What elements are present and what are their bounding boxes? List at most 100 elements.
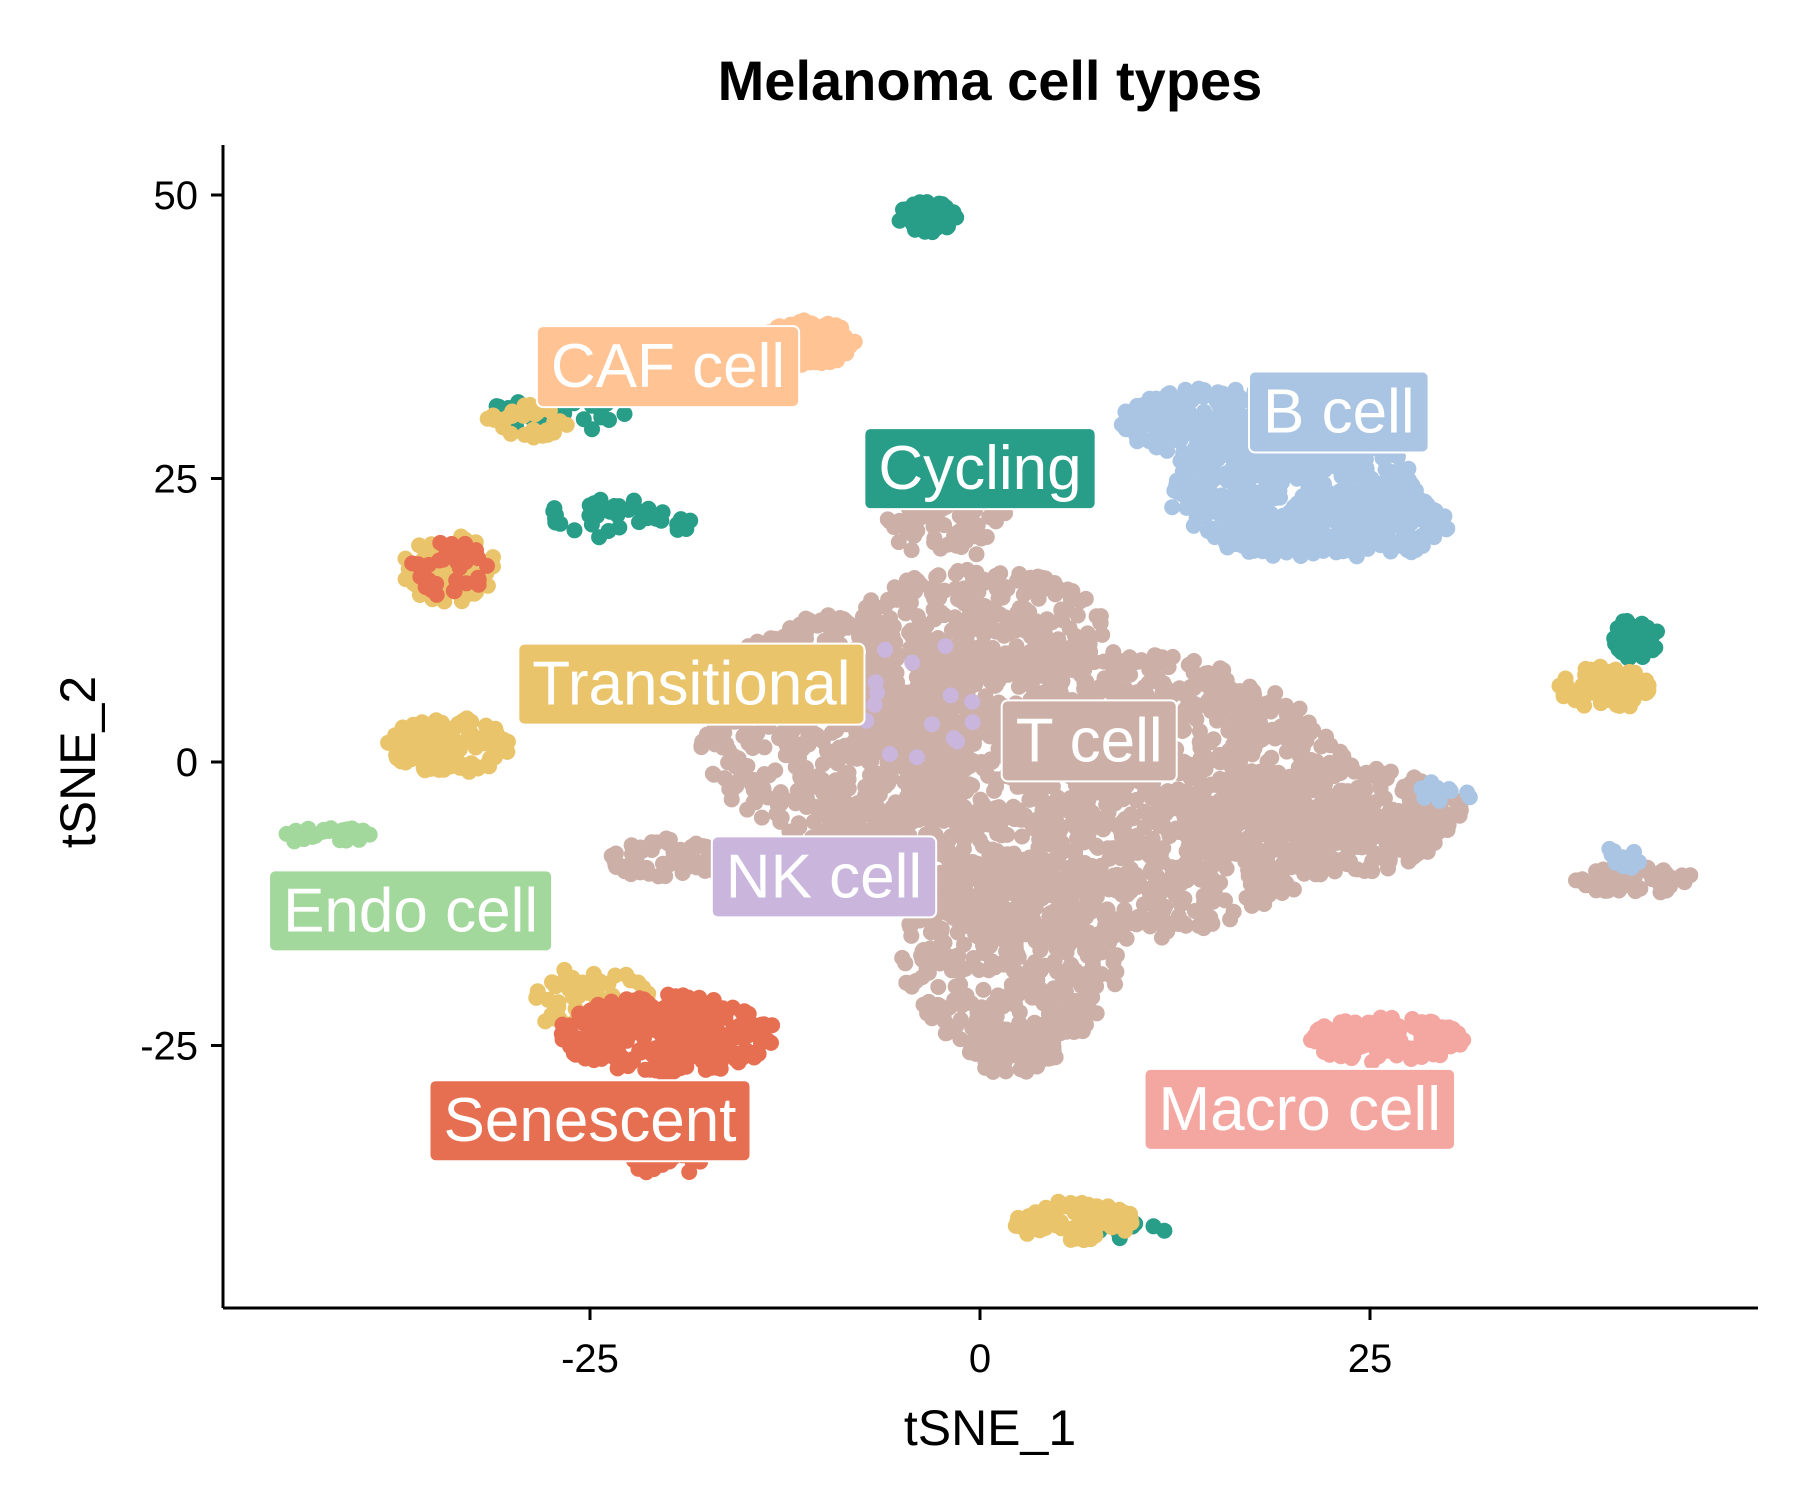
data-point — [1225, 903, 1242, 920]
cluster-transitional-25 — [479, 397, 575, 446]
data-point — [1159, 442, 1176, 459]
data-point — [975, 981, 992, 998]
data-point — [1150, 887, 1167, 904]
data-point — [1403, 823, 1419, 840]
data-point — [777, 627, 794, 644]
data-point — [826, 334, 843, 351]
data-point — [1568, 872, 1584, 889]
data-point — [776, 790, 792, 807]
data-point — [1238, 740, 1255, 757]
data-point — [990, 987, 1006, 1004]
data-point — [790, 815, 807, 832]
data-point — [1050, 631, 1067, 648]
data-point — [695, 838, 711, 855]
data-point — [974, 928, 991, 945]
data-point — [502, 425, 519, 442]
data-point — [1006, 882, 1023, 899]
data-point — [1063, 1230, 1080, 1247]
data-point — [1619, 628, 1636, 645]
data-point — [991, 606, 1008, 623]
data-point — [1168, 472, 1185, 489]
data-point — [797, 616, 814, 633]
data-point — [981, 848, 998, 865]
data-point — [1110, 868, 1127, 885]
data-point — [1003, 976, 1020, 993]
data-point — [949, 924, 966, 941]
data-point — [870, 766, 886, 783]
data-point — [1108, 963, 1125, 980]
data-point — [1251, 794, 1268, 811]
data-point — [1619, 649, 1636, 666]
data-point — [994, 888, 1011, 905]
data-point — [1072, 593, 1089, 610]
data-point — [1558, 677, 1575, 694]
data-point — [1260, 493, 1277, 510]
data-point — [1203, 523, 1220, 540]
data-point — [1266, 518, 1283, 535]
data-point — [820, 820, 837, 837]
data-point — [1030, 590, 1047, 607]
data-point — [1063, 876, 1080, 893]
cluster-senescent-28 — [553, 986, 781, 1082]
data-point — [920, 993, 937, 1010]
data-point — [1097, 917, 1114, 934]
data-point — [1644, 627, 1661, 644]
data-point — [908, 749, 925, 766]
data-point — [544, 974, 560, 991]
data-point — [1017, 807, 1033, 824]
data-point — [1274, 823, 1291, 840]
data-point — [1010, 866, 1027, 883]
data-point — [972, 791, 989, 808]
data-point — [1045, 1020, 1062, 1037]
data-point — [1056, 1198, 1073, 1215]
data-point — [1009, 605, 1026, 621]
data-point — [1022, 569, 1039, 586]
data-point — [661, 831, 678, 848]
data-point — [1176, 722, 1192, 738]
data-point — [1064, 662, 1081, 678]
data-point — [902, 640, 919, 657]
data-point — [1179, 698, 1196, 715]
data-point — [1092, 608, 1109, 625]
data-point — [1319, 531, 1336, 548]
data-point — [759, 789, 776, 806]
data-point — [1079, 947, 1096, 964]
data-point — [961, 606, 978, 623]
data-point — [1044, 614, 1061, 631]
data-point — [843, 811, 860, 828]
data-point — [992, 565, 1009, 582]
data-point — [1230, 404, 1247, 421]
data-point — [1048, 1217, 1065, 1234]
data-point — [1024, 1209, 1041, 1226]
data-point — [1381, 517, 1398, 534]
data-point — [1236, 832, 1253, 849]
data-point — [807, 798, 823, 815]
data-point — [1033, 569, 1050, 586]
data-point — [1278, 467, 1295, 484]
data-point — [1316, 785, 1333, 802]
data-point — [928, 508, 944, 525]
data-point — [961, 1044, 978, 1061]
cluster-transitional-22 — [1551, 658, 1657, 715]
data-point — [1201, 474, 1218, 491]
data-point — [1116, 901, 1133, 918]
data-point — [595, 975, 612, 992]
data-point — [739, 801, 756, 818]
data-point — [1219, 472, 1236, 489]
data-point — [1155, 840, 1172, 857]
data-point — [1202, 734, 1219, 751]
data-point — [1302, 524, 1319, 540]
data-point — [1164, 784, 1181, 801]
data-point — [1188, 757, 1205, 774]
data-point — [767, 762, 784, 779]
data-point — [656, 864, 673, 881]
data-point — [1164, 648, 1181, 665]
data-point — [584, 976, 600, 993]
data-point — [1203, 870, 1220, 887]
data-point — [988, 1008, 1005, 1025]
data-point — [1041, 931, 1058, 948]
data-point — [1292, 797, 1309, 814]
data-point — [888, 650, 905, 667]
data-point — [1068, 820, 1085, 837]
